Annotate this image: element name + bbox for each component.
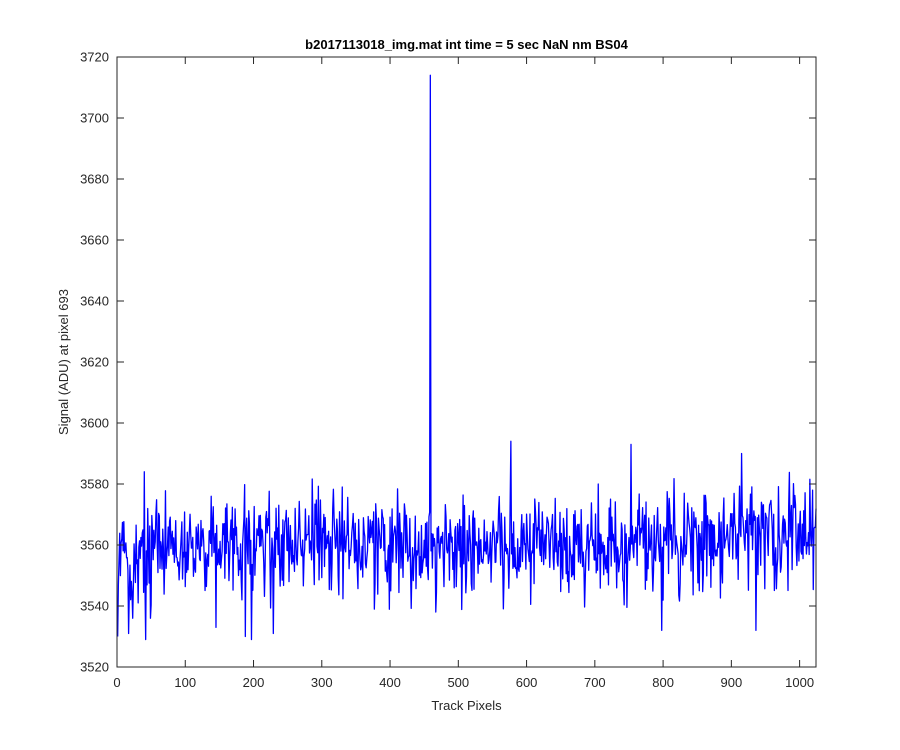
x-tick-label: 600 [516, 675, 538, 690]
y-tick-label: 3720 [80, 50, 109, 65]
series-layer [117, 74, 817, 641]
y-tick-label: 3640 [80, 294, 109, 309]
series-line [117, 74, 817, 641]
x-tick-label: 700 [584, 675, 606, 690]
x-tick-label: 400 [379, 675, 401, 690]
x-tick-label: 800 [652, 675, 674, 690]
x-axis-title: Track Pixels [431, 698, 502, 713]
y-tick-label: 3620 [80, 355, 109, 370]
x-tick-label: 500 [447, 675, 469, 690]
y-axis-title: Signal (ADU) at pixel 693 [56, 289, 71, 435]
y-tick-label: 3580 [80, 477, 109, 492]
chart-title: b2017113018_img.mat int time = 5 sec NaN… [305, 37, 628, 52]
y-tick-label: 3680 [80, 172, 109, 187]
x-tick-label: 0 [113, 675, 120, 690]
y-tick-label: 3600 [80, 416, 109, 431]
y-axis: 3520 3540 3560 3580 3600 3620 3640 3660 3680 3700… [80, 50, 816, 675]
x-tick-label: 300 [311, 675, 333, 690]
x-tick-label: 1000 [785, 675, 814, 690]
y-tick-label: 3560 [80, 538, 109, 553]
x-tick-label: 100 [174, 675, 196, 690]
x-axis: 0 100 200 300 400 500 600 700 800 900 1000 [113, 57, 814, 690]
x-tick-label: 200 [243, 675, 265, 690]
y-tick-label: 3540 [80, 599, 109, 614]
x-tick-label: 900 [721, 675, 743, 690]
y-tick-label: 3700 [80, 111, 109, 126]
y-tick-label: 3520 [80, 660, 109, 675]
y-tick-label: 3660 [80, 233, 109, 248]
